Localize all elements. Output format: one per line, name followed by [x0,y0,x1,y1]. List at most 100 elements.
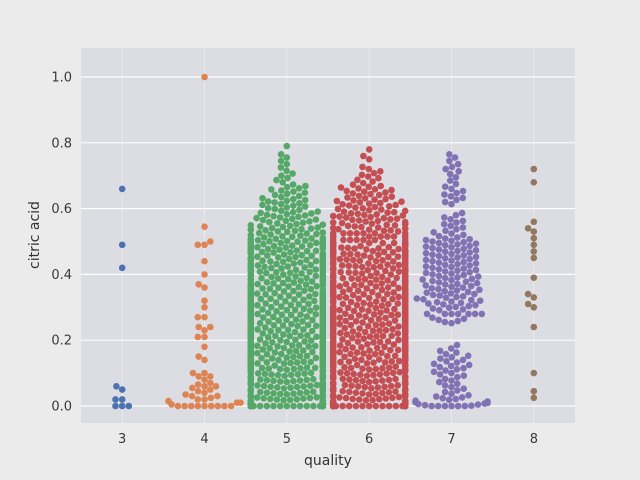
swarm-point [286,332,294,340]
swarm-point [476,297,484,305]
swarm-point [278,172,285,179]
swarm-point [221,402,228,410]
swarm-point [270,249,277,256]
swarm-point [308,252,316,260]
swarm-point [349,256,357,264]
swarm-point [371,196,378,203]
swarm-point [270,377,277,385]
swarm-point [253,394,261,401]
swarm-point [258,354,265,362]
swarm-point [388,332,395,340]
swarm-point [448,383,455,391]
swarm-point [370,339,377,346]
swarm-point [448,354,456,361]
swarm-point [282,244,290,251]
swarm-point [297,311,304,318]
swarm-point [291,328,299,336]
swarm-point [338,244,345,251]
swarm-point [389,369,397,377]
swarm-point [319,229,327,236]
swarm-point [383,370,390,377]
swarm-point [385,320,393,327]
swarm-point [435,266,443,273]
swarm-point [201,327,208,334]
swarm-point [296,206,303,214]
swarm-point [301,264,309,271]
swarm-point [345,262,353,270]
swarm-point [285,292,293,300]
swarm-point [272,235,280,243]
swarm-point [274,220,281,227]
swarm-point [530,234,538,242]
swarm-point [194,381,202,388]
swarm-point [307,358,315,366]
swarm-point [259,194,266,202]
swarm-point [279,322,287,329]
swarm-point [453,359,461,366]
swarm-point [347,321,355,329]
swarm-point [312,247,320,255]
swarm-point [276,365,284,373]
swarm-point [290,195,297,203]
swarm-point [308,235,315,242]
swarm-point [429,314,436,322]
x-tick-label: 3 [118,432,126,447]
y-tick-label: 0.4 [51,268,72,283]
swarm-point [301,196,309,204]
swarm-point [285,283,292,290]
swarm-point [412,397,419,405]
swarm-point [385,243,393,251]
swarm-point [376,327,383,334]
swarm-point [201,343,208,351]
swarm-point [460,315,468,323]
swarm-point [339,300,347,308]
swarm-point [358,306,366,313]
swarm-point [301,287,308,295]
swarm-point [472,301,479,309]
swarm-point [343,331,351,338]
swarm-point [307,369,315,377]
swarm-point [359,319,366,326]
swarm-point [369,178,376,185]
swarm-point [394,330,402,337]
swarm-point [367,254,374,261]
swarm-point [297,277,304,285]
swarm-point [280,288,288,295]
swarm-point [370,264,378,271]
swarm-point [283,354,291,361]
swarm-point [312,257,320,265]
swarm-point [441,198,449,206]
swarm-point [369,327,377,335]
swarm-point [385,376,393,384]
swarm-point [353,301,361,309]
swarm-point [259,216,267,224]
swarm-point [430,229,438,236]
swarm-point [253,349,261,357]
swarm-point [360,236,367,244]
swarm-point [359,365,366,373]
swarm-point [365,200,373,207]
swarm-point [458,394,466,401]
swarm-point [259,257,266,265]
swarm-point [283,316,290,324]
swarm-point [453,366,461,373]
swarm-point [360,335,368,343]
swarm-point [290,260,298,267]
swarm-point [460,238,468,246]
swarm-point [267,328,275,335]
swarm-point [296,402,304,410]
swarm-point [253,214,260,222]
swarm-point [365,366,373,373]
swarm-point [441,241,449,249]
swarm-point [353,361,361,369]
swarm-point [304,321,312,329]
swarm-point [350,307,358,315]
swarm-point [256,268,264,276]
swarm-point [194,387,202,395]
swarm-point [194,241,202,249]
swarm-point [435,285,442,293]
swarm-point [301,237,309,244]
swarm-point [459,194,467,202]
swarm-point [336,283,344,290]
x-axis-label: quality [304,453,352,469]
